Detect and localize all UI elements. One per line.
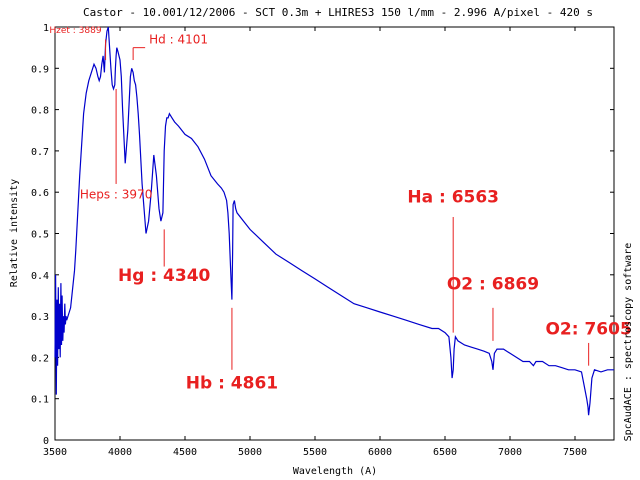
y-tick-label: 0 — [43, 436, 49, 447]
y-tick-label: 0.3 — [31, 312, 49, 323]
axes — [54, 26, 615, 441]
y-tick-label: 1 — [43, 23, 49, 34]
x-tick-label: 3500 — [43, 447, 67, 458]
x-axis-label: Wavelength (A) — [293, 466, 377, 477]
y-tick-label: 0.4 — [31, 271, 49, 282]
y-axis-ticks: 0 0.1 0.2 0.3 0.4 0.5 0.6 0.7 0.8 0.9 1 — [31, 23, 614, 447]
annotation-label: O2: 7605 — [545, 320, 631, 340]
annotation-label: Hg : 4340 — [118, 266, 211, 286]
y-axis-label: Relative intensity — [9, 179, 20, 287]
x-tick-label: 7000 — [498, 447, 522, 458]
x-tick-label: 6000 — [368, 447, 392, 458]
annotation-label: Hzet : 3889 — [49, 26, 101, 36]
x-tick-label: 5500 — [303, 447, 327, 458]
annotation-label: O2 : 6869 — [447, 274, 539, 294]
x-tick-label: 4500 — [173, 447, 197, 458]
x-tick-label: 7500 — [563, 447, 587, 458]
chart-title: Castor - 10.001/12/2006 - SCT 0.3m + LHI… — [83, 6, 593, 19]
y-tick-label: 0.1 — [31, 395, 49, 406]
y-tick-label: 0.7 — [31, 147, 49, 158]
spectrum-line — [54, 26, 614, 416]
y-tick-label: 0.6 — [31, 188, 49, 199]
annotation-label: Heps : 3970 — [80, 187, 153, 201]
x-tick-label: 6500 — [433, 447, 457, 458]
software-credit: SpcAudACE : spectroscopy software — [623, 243, 634, 442]
y-tick-label: 0.8 — [31, 106, 49, 117]
annotation-label: Hb : 4861 — [186, 373, 278, 393]
x-tick-label: 4000 — [108, 447, 132, 458]
y-tick-label: 0.5 — [31, 230, 49, 241]
line-annotations: Hzet : 3889 Hd : 4101 Heps : 3970 Hg : 4340… — [49, 26, 631, 393]
plot-frame — [54, 26, 615, 441]
y-tick-label: 0.2 — [31, 353, 49, 364]
y-tick-label: 0.9 — [31, 64, 49, 75]
annotation-label: Ha : 6563 — [407, 188, 499, 208]
x-axis-ticks: 3500 4000 4500 5000 5500 6000 6500 7000 7500 — [43, 27, 587, 458]
x-tick-label: 5000 — [238, 447, 262, 458]
annotation-label: Hd : 4101 — [149, 33, 208, 47]
